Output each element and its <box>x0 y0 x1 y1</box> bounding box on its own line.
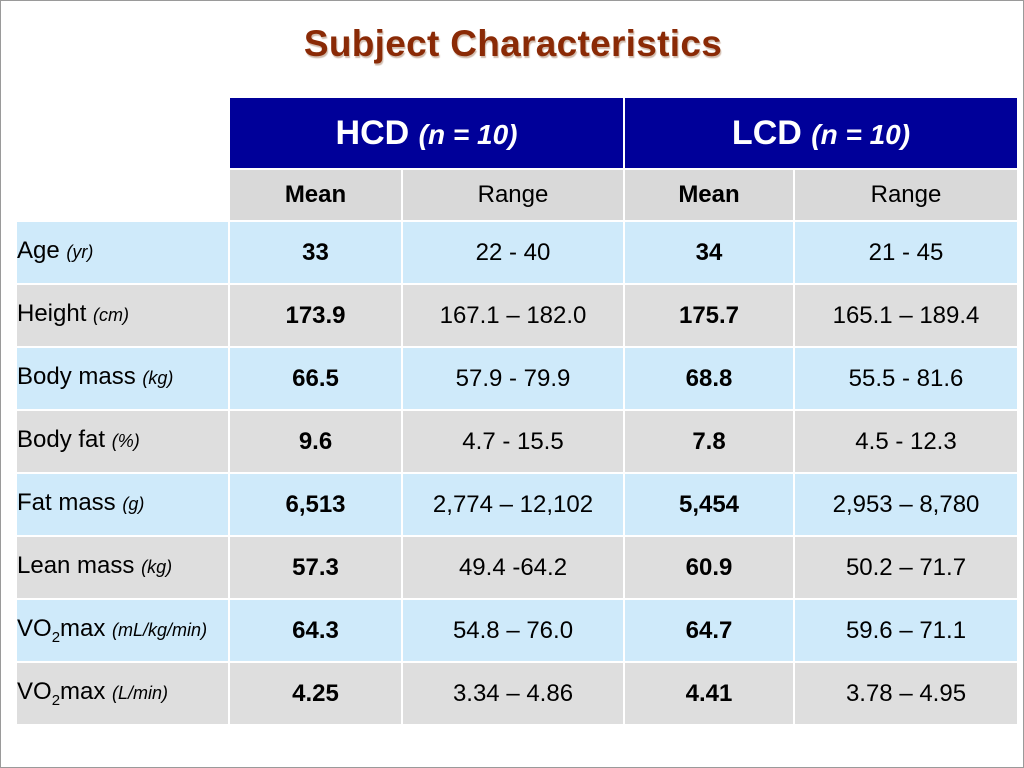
group-header-row: HCD (n = 10) LCD (n = 10) <box>17 98 1017 168</box>
label-text-rest: max <box>60 678 106 706</box>
blank-corner <box>17 170 228 220</box>
label-text: Height <box>17 300 87 328</box>
label-text: Fat mass <box>17 489 116 517</box>
label-unit: (cm) <box>93 305 130 326</box>
label-unit: (kg) <box>142 368 174 389</box>
lcd-mean-cell: 68.8 <box>625 348 793 409</box>
table-row: Lean mass (kg) 57.3 49.4 -64.2 60.9 50.2 – 7… <box>17 537 1017 598</box>
label-text: Lean mass <box>17 552 135 580</box>
label-unit: (yr) <box>66 242 94 263</box>
label-text: Body fat <box>17 426 106 454</box>
row-label: VO2max (mL/kg/min) <box>17 600 228 661</box>
hcd-mean-cell: 64.3 <box>230 600 401 661</box>
table-row: Height (cm) 173.9 167.1 – 182.0 175.7 165.1 … <box>17 285 1017 346</box>
label-unit: (mL/kg/min) <box>112 620 208 641</box>
table-row: Body mass (kg) 66.5 57.9 - 79.9 68.8 55.5 - … <box>17 348 1017 409</box>
group-n: (n = 10) <box>811 118 911 150</box>
lcd-mean-cell: 4.41 <box>625 663 793 724</box>
lcd-range-cell: 4.5 - 12.3 <box>795 411 1017 472</box>
row-label: Height (cm) <box>17 285 228 346</box>
label-unit: (%) <box>111 431 140 452</box>
hcd-mean-cell: 4.25 <box>230 663 401 724</box>
label-unit: (kg) <box>141 557 173 578</box>
hcd-range-cell: 3.34 – 4.86 <box>403 663 623 724</box>
hcd-range-cell: 4.7 - 15.5 <box>403 411 623 472</box>
row-label: Age (yr) <box>17 222 228 283</box>
table-row: Fat mass (g) 6,513 2,774 – 12,102 5,454 2,95… <box>17 474 1017 535</box>
slide-title: Subject Characteristics <box>303 23 723 64</box>
hcd-range-header: Range <box>403 170 623 220</box>
lcd-range-cell: 165.1 – 189.4 <box>795 285 1017 346</box>
table-body: Age (yr) 33 22 - 40 34 21 - 45 Height (cm) 173… <box>17 222 1017 724</box>
label-text: VO <box>17 615 52 643</box>
label-text-rest: max <box>60 615 106 643</box>
label-unit: (g) <box>122 494 145 515</box>
row-label: Body mass (kg) <box>17 348 228 409</box>
label-subscript: 2 <box>51 691 61 709</box>
row-label: Lean mass (kg) <box>17 537 228 598</box>
row-label: VO2max (L/min) <box>17 663 228 724</box>
hcd-range-cell: 57.9 - 79.9 <box>403 348 623 409</box>
hcd-mean-cell: 9.6 <box>230 411 401 472</box>
hcd-range-cell: 167.1 – 182.0 <box>403 285 623 346</box>
group-name: HCD <box>335 113 410 152</box>
table-row: Body fat (%) 9.6 4.7 - 15.5 7.8 4.5 - 12.3 <box>17 411 1017 472</box>
hcd-mean-header: Mean <box>230 170 401 220</box>
lcd-mean-header: Mean <box>625 170 793 220</box>
hcd-range-cell: 49.4 -64.2 <box>403 537 623 598</box>
lcd-range-cell: 2,953 – 8,780 <box>795 474 1017 535</box>
subject-characteristics-table: HCD (n = 10) LCD (n = 10) Mean Range Mea… <box>15 96 1019 726</box>
hcd-range-cell: 2,774 – 12,102 <box>403 474 623 535</box>
group-header-hcd: HCD (n = 10) <box>230 98 623 168</box>
subheader-row: Mean Range Mean Range <box>17 170 1017 220</box>
label-text: VO <box>17 678 52 706</box>
blank-corner <box>17 98 228 168</box>
hcd-mean-cell: 57.3 <box>230 537 401 598</box>
label-text: Age <box>17 237 60 265</box>
lcd-range-cell: 59.6 – 71.1 <box>795 600 1017 661</box>
lcd-range-cell: 3.78 – 4.95 <box>795 663 1017 724</box>
table-row: VO2max (mL/kg/min) 64.3 54.8 – 76.0 64.7 59.… <box>17 600 1017 661</box>
lcd-mean-cell: 175.7 <box>625 285 793 346</box>
group-header-lcd: LCD (n = 10) <box>625 98 1017 168</box>
lcd-range-cell: 21 - 45 <box>795 222 1017 283</box>
group-name: LCD <box>731 113 802 152</box>
lcd-range-cell: 55.5 - 81.6 <box>795 348 1017 409</box>
row-label: Body fat (%) <box>17 411 228 472</box>
lcd-range-header: Range <box>795 170 1017 220</box>
lcd-mean-cell: 34 <box>625 222 793 283</box>
row-label: Fat mass (g) <box>17 474 228 535</box>
lcd-mean-cell: 60.9 <box>625 537 793 598</box>
table-row: VO2max (L/min) 4.25 3.34 – 4.86 4.41 3.78 – … <box>17 663 1017 724</box>
table-row: Age (yr) 33 22 - 40 34 21 - 45 <box>17 222 1017 283</box>
lcd-range-cell: 50.2 – 71.7 <box>795 537 1017 598</box>
hcd-range-cell: 22 - 40 <box>403 222 623 283</box>
hcd-range-cell: 54.8 – 76.0 <box>403 600 623 661</box>
hcd-mean-cell: 66.5 <box>230 348 401 409</box>
lcd-mean-cell: 5,454 <box>625 474 793 535</box>
label-unit: (L/min) <box>112 683 169 704</box>
lcd-mean-cell: 64.7 <box>625 600 793 661</box>
hcd-mean-cell: 6,513 <box>230 474 401 535</box>
hcd-mean-cell: 33 <box>230 222 401 283</box>
label-subscript: 2 <box>51 628 61 646</box>
label-text: Body mass <box>17 363 136 391</box>
lcd-mean-cell: 7.8 <box>625 411 793 472</box>
group-n: (n = 10) <box>418 118 518 150</box>
hcd-mean-cell: 173.9 <box>230 285 401 346</box>
